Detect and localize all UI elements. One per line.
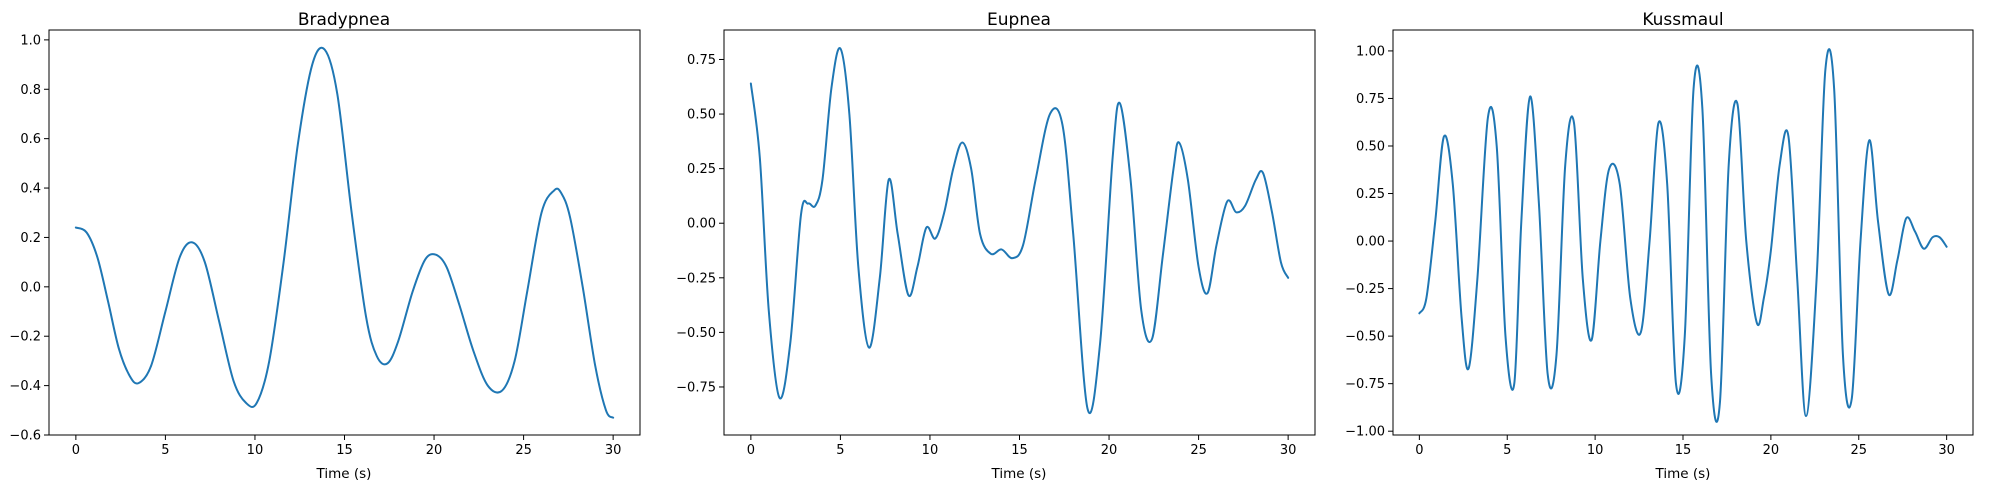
y-tick-label: −0.75 [676, 380, 716, 395]
x-tick-label: 20 [426, 443, 443, 458]
x-tick-label: 0 [1415, 443, 1423, 458]
x-tick-label: 30 [1938, 443, 1955, 458]
y-tick-label: 0.00 [687, 217, 716, 232]
x-axis-ticks: 0 5 10 15 20 25 30 [747, 435, 1297, 458]
x-tick-label: 15 [1011, 443, 1028, 458]
y-tick-label: 0.25 [687, 162, 716, 177]
plot-area [1418, 48, 1948, 423]
axes-frame [723, 29, 1316, 436]
x-tick-label: 25 [1190, 443, 1207, 458]
x-tick-label: 20 [1763, 443, 1780, 458]
series-line [74, 46, 615, 419]
x-axis-ticks: 0 5 10 15 20 25 30 [72, 435, 622, 458]
y-tick-label: 0.00 [1356, 235, 1385, 250]
y-tick-label: −0.50 [676, 326, 716, 341]
axes-frame [1392, 29, 1974, 436]
axes-frame [48, 29, 641, 436]
y-tick-label: 1.0 [20, 33, 41, 48]
y-tick-label: 1.00 [1356, 44, 1385, 59]
y-tick-label: −0.50 [1345, 330, 1385, 345]
y-tick-label: 0.25 [1356, 187, 1385, 202]
chart-panel-bradypnea: Bradypnea −0.6 −0.4 −0.2 0.0 0.2 0.4 0.6 0.8 1.0… [9, 10, 641, 482]
x-tick-label: 20 [1101, 443, 1118, 458]
y-tick-label: −0.75 [1345, 377, 1385, 392]
x-tick-label: 10 [922, 443, 939, 458]
x-tick-label: 5 [1503, 443, 1511, 458]
y-tick-label: −0.6 [9, 429, 41, 444]
x-tick-label: 0 [72, 443, 80, 458]
y-tick-label: 0.2 [20, 231, 41, 246]
y-tick-label: 0.0 [20, 280, 41, 295]
x-axis-label: Time (s) [1655, 466, 1711, 482]
x-tick-label: 10 [1587, 443, 1604, 458]
y-tick-label: 0.6 [20, 132, 41, 147]
y-tick-label: −0.4 [9, 379, 41, 394]
y-axis-ticks: −0.75 −0.50 −0.25 0.00 0.25 0.50 0.75 [676, 53, 724, 395]
x-tick-label: 30 [605, 443, 622, 458]
x-tick-label: 15 [336, 443, 353, 458]
series-line [749, 47, 1290, 415]
x-tick-label: 5 [836, 443, 844, 458]
chart-title: Eupnea [987, 10, 1051, 30]
x-tick-label: 0 [747, 443, 755, 458]
y-tick-label: −0.25 [676, 271, 716, 286]
x-axis-label: Time (s) [991, 466, 1047, 482]
series-line [1418, 48, 1948, 423]
plot-area [749, 47, 1290, 415]
x-tick-label: 5 [161, 443, 169, 458]
x-axis-label: Time (s) [316, 466, 372, 482]
plot-area [74, 46, 615, 419]
y-axis-ticks: −0.6 −0.4 −0.2 0.0 0.2 0.4 0.6 0.8 1.0 [9, 33, 49, 444]
y-axis-ticks: −1.00 −0.75 −0.50 −0.25 0.00 0.25 0.50 0.75 1.00 [1345, 44, 1393, 440]
x-tick-label: 25 [515, 443, 532, 458]
chart-panel-kussmaul: Kussmaul −1.00 −0.75 −0.50 −0.25 0.00 0.25 0.5… [1345, 10, 1974, 482]
chart-title: Kussmaul [1642, 10, 1723, 30]
y-tick-label: 0.50 [687, 108, 716, 123]
x-tick-label: 15 [1675, 443, 1692, 458]
x-tick-label: 30 [1280, 443, 1297, 458]
y-tick-label: −0.2 [9, 330, 41, 345]
y-tick-label: 0.8 [20, 83, 41, 98]
y-tick-label: −1.00 [1345, 425, 1385, 440]
x-tick-label: 25 [1850, 443, 1867, 458]
y-tick-label: 0.75 [687, 53, 716, 68]
y-tick-label: 0.75 [1356, 92, 1385, 107]
y-tick-label: 0.50 [1356, 139, 1385, 154]
y-tick-label: 0.4 [20, 182, 41, 197]
chart-panel-eupnea: Eupnea −0.75 −0.50 −0.25 0.00 0.25 0.50 0.75 0… [676, 10, 1316, 482]
chart-title: Bradypnea [298, 10, 390, 30]
y-tick-label: −0.25 [1345, 282, 1385, 297]
x-axis-ticks: 0 5 10 15 20 25 30 [1415, 435, 1955, 458]
x-tick-label: 10 [247, 443, 264, 458]
